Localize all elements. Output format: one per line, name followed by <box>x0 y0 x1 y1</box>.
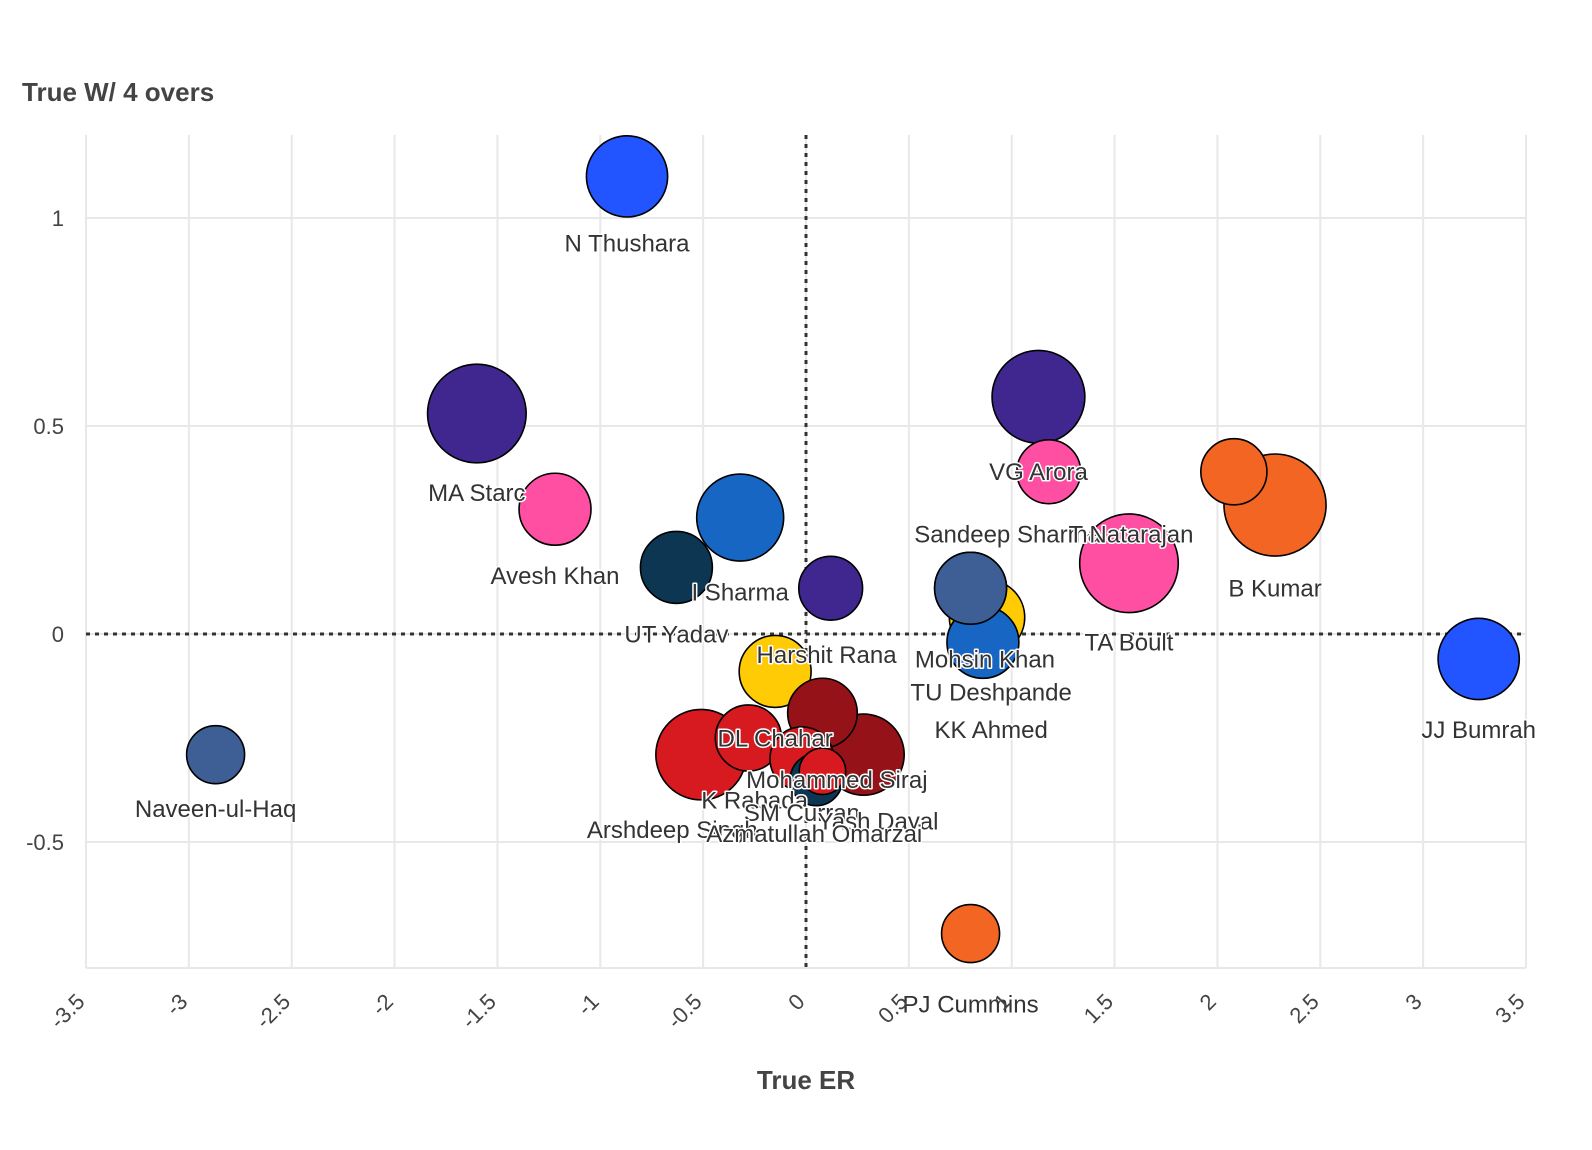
point-label: Mohsin Khan <box>915 646 1055 673</box>
point-label: Azmatullah Omarzai <box>706 821 922 848</box>
x-tick-label: 2.5 <box>1285 989 1324 1028</box>
data-point <box>1016 439 1082 505</box>
bubble-layer <box>185 134 1521 964</box>
x-tick-label: -1.5 <box>456 989 500 1033</box>
y-tick-label: 0.5 <box>33 414 64 439</box>
point-label: Harshit Rana <box>757 642 898 669</box>
data-point <box>797 555 864 621</box>
y-axis-title: True W/ 4 overs <box>22 77 214 107</box>
x-tick-label: -3.5 <box>45 989 89 1033</box>
point-label: KK Ahmed <box>934 717 1047 744</box>
data-point <box>639 530 714 605</box>
data-point <box>585 134 669 218</box>
point-label: SM Curran <box>744 800 860 827</box>
data-point <box>185 724 246 785</box>
point-label: VG Arora <box>989 459 1088 486</box>
point-label: I Sharma <box>691 580 789 607</box>
data-point <box>518 472 592 546</box>
data-point <box>695 473 785 562</box>
point-label: TU Deshpande <box>910 680 1071 707</box>
reference-lines <box>86 135 1526 968</box>
point-label: K Rabada <box>701 788 808 815</box>
x-tick-label: 1.5 <box>1079 989 1118 1028</box>
data-point <box>1437 617 1521 701</box>
point-label: PJ Cummins <box>903 992 1039 1019</box>
tick-labels: -3.5 -3 -2.5 -2 -1.5 -1 -0.5 0 0.5 1 1.5 2 2.5 3 3.5 -0… <box>26 206 1529 1033</box>
y-tick-label: 0 <box>52 622 64 647</box>
point-labels: N Thushara MA Starc Avesh Khan I Sharma UT Y… <box>133 229 1537 1020</box>
data-point <box>426 363 527 464</box>
x-tick-label: -2 <box>367 989 399 1021</box>
point-label: JJ Bumrah <box>1421 717 1536 744</box>
point-label: Arshdeep Singh <box>587 817 758 844</box>
data-point <box>1200 437 1268 506</box>
data-point <box>940 903 1001 964</box>
point-label: Sandeep Sharma <box>914 521 1101 548</box>
x-tick-label: -1 <box>572 989 604 1021</box>
x-tick-label: -3 <box>161 989 193 1021</box>
point-label: Yash Dayal <box>818 809 939 836</box>
data-point <box>991 349 1086 445</box>
data-point <box>1078 513 1180 614</box>
x-tick-label: 3 <box>1400 989 1426 1015</box>
x-tick-label: 0 <box>783 989 809 1015</box>
y-tick-label: -0.5 <box>26 830 64 855</box>
point-label: B Kumar <box>1228 576 1321 603</box>
x-tick-label: 2 <box>1195 989 1221 1015</box>
point-label: UT Yadav <box>624 621 728 648</box>
point-label: Mohammed Siraj <box>746 767 927 794</box>
point-label: TA Boult <box>1085 630 1174 657</box>
x-axis-title: True ER <box>757 1065 855 1095</box>
x-tick-label: -0.5 <box>662 989 706 1033</box>
point-label: T Natarajan <box>1069 521 1194 548</box>
data-point <box>933 551 1008 625</box>
point-label: Avesh Khan <box>491 563 620 590</box>
data-point <box>798 747 847 796</box>
point-label: N Thushara <box>565 230 691 257</box>
x-tick-label: 3.5 <box>1490 989 1529 1028</box>
x-tick-label: -2.5 <box>251 989 295 1033</box>
point-label: Naveen-ul-Haq <box>135 796 296 823</box>
point-label: MA Starc <box>428 480 525 507</box>
data-point <box>738 634 812 709</box>
point-label: DL Chahar <box>718 725 833 752</box>
y-tick-label: 1 <box>52 206 64 231</box>
